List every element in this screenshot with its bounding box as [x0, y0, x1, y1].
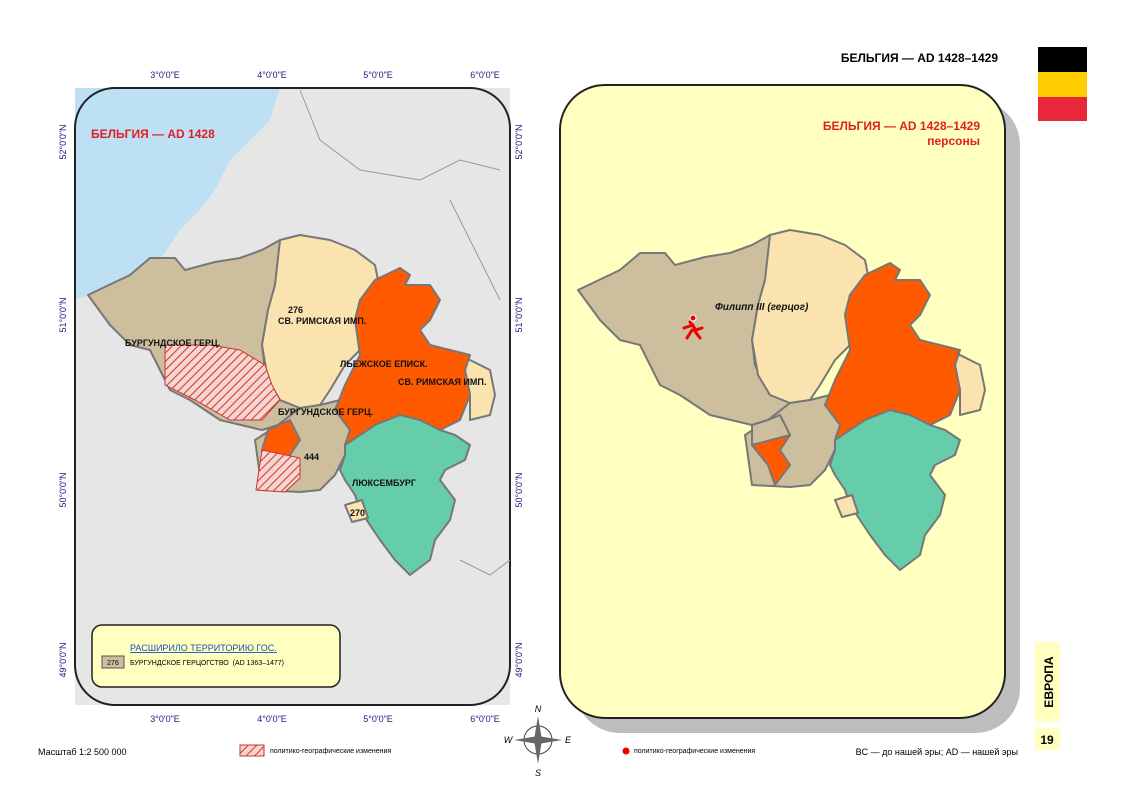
longitude-label: 4°0'0"E [257, 70, 287, 80]
page-title: БЕЛЬГИЯ — AD 1428–1429 [841, 51, 998, 65]
region-label: 270 [350, 508, 365, 518]
compass-letter: S [535, 768, 541, 778]
dot-swatch [622, 747, 630, 755]
longitude-labels: 3°0'0"E 4°0'0"E 5°0'0"E 6°0'0"E 3°0'0"E … [150, 70, 500, 724]
latitude-label: 51°0'0"N [514, 297, 524, 332]
flag-stripe [1038, 72, 1087, 97]
compass-letter: N [535, 704, 542, 714]
map-title: БЕЛЬГИЯ — AD 1428 [91, 127, 215, 141]
latitude-label: 50°0'0"N [58, 472, 68, 507]
compass-letter: E [565, 735, 572, 745]
dot-legend: политико-географические изменения [634, 748, 755, 755]
region-label: 276 [288, 305, 303, 315]
section-label: ЕВРОПА [1042, 656, 1056, 707]
latitude-label: 50°0'0"N [514, 472, 524, 507]
region-label: ЛЬЕЖСКОЕ ЕПИСК. [340, 359, 428, 369]
latitude-label: 49°0'0"N [514, 642, 524, 677]
legend-swatch-number: 276 [107, 660, 119, 667]
region-label: СВ. РИМСКАЯ ИМП. [398, 377, 486, 387]
longitude-label: 5°0'0"E [363, 70, 393, 80]
longitude-label: 3°0'0"E [150, 70, 180, 80]
person-icon [682, 314, 704, 340]
sea [75, 88, 280, 300]
legend-heading[interactable]: РАСШИРИЛО ТЕРРИТОРИЮ ГОС. [130, 643, 277, 653]
right-map: БЕЛЬГИЯ — AD 1428–1429 персоны Филипп II… [559, 84, 1020, 733]
territories [577, 229, 986, 571]
region-label: БУРГУНДСКОЕ ГЕРЦ. [278, 407, 373, 417]
era-note: BC — до нашей эры; AD — нашей эры [856, 747, 1018, 757]
page-number: 19 [1040, 733, 1054, 747]
longitude-label: 6°0'0"E [470, 70, 500, 80]
legend-item: БУРГУНДСКОЕ ГЕРЦОГСТВО (AD 1363–1477) [130, 660, 284, 667]
hatch-swatch [239, 744, 265, 757]
page-number-box [1035, 728, 1060, 750]
compass: N W E S [504, 704, 572, 778]
latitude-label: 52°0'0"N [514, 124, 524, 159]
map-title: БЕЛЬГИЯ — AD 1428–1429 [823, 119, 980, 133]
map-legend: РАСШИРИЛО ТЕРРИТОРИЮ ГОС. 276 БУРГУНДСКО… [91, 624, 341, 688]
region-label: БУРГУНДСКОЕ ГЕРЦ. [125, 338, 220, 348]
longitude-label: 4°0'0"E [257, 714, 287, 724]
region-label: ЛЮКСЕМБУРГ [352, 478, 416, 488]
scale: Масштаб 1:2 500 000 [38, 747, 127, 757]
region-labels: БУРГУНДСКОЕ ГЕРЦ. 276 СВ. РИМСКАЯ ИМП. Л… [125, 305, 486, 518]
latitude-label: 51°0'0"N [58, 297, 68, 332]
map-subtitle: персоны [927, 134, 980, 148]
latitude-labels: 52°0'0"N 51°0'0"N 50°0'0"N 49°0'0"N 52°0… [58, 124, 524, 677]
longitude-label: 3°0'0"E [150, 714, 180, 724]
left-map: БЕЛЬГИЯ — AD 1428 3°0'0"E 4°0'0"E 5°0'0"… [58, 70, 524, 724]
flag-stripe [1038, 47, 1087, 72]
hatch-legend: политико-географические изменения [270, 748, 391, 755]
territories [87, 89, 510, 576]
section-tab [1035, 642, 1060, 722]
longitude-label: 6°0'0"E [470, 714, 500, 724]
longitude-label: 5°0'0"E [363, 714, 393, 724]
latitude-label: 52°0'0"N [58, 124, 68, 159]
region-label: 444 [304, 452, 319, 462]
person-label: Филипп III (герцог) [715, 302, 809, 313]
latitude-label: 49°0'0"N [58, 642, 68, 677]
map-border [74, 87, 511, 706]
compass-letter: W [504, 735, 514, 745]
region-label: СВ. РИМСКАЯ ИМП. [278, 316, 366, 326]
flag-stripe [1038, 97, 1087, 121]
